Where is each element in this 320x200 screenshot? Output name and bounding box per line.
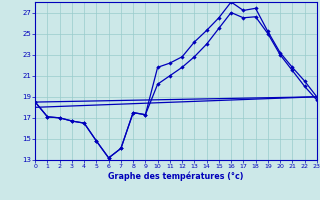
X-axis label: Graphe des températures (°c): Graphe des températures (°c) (108, 172, 244, 181)
